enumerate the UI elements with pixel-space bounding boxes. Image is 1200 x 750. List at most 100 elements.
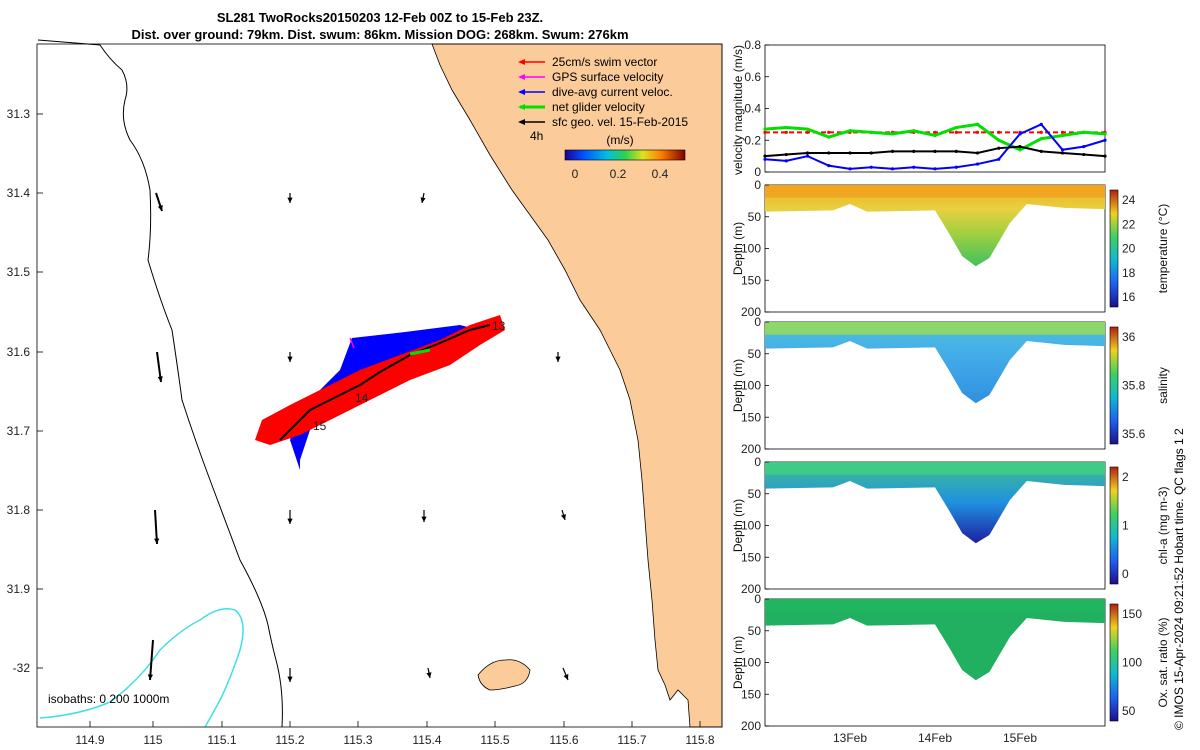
section-colorbar: [1109, 189, 1119, 308]
colorbar-tick-label: 22: [1122, 217, 1136, 231]
arrow-head: [421, 516, 427, 522]
section-colorbar: [1109, 326, 1119, 445]
colorbar-tick: 0.2: [610, 167, 627, 181]
section-panel-chla: 0 50 100 150 200 Depth (m) 0 1 2 chl-a (mg m-3): [731, 455, 1170, 596]
arrow-head: [147, 674, 154, 680]
depth-tick-label: 50: [748, 624, 762, 638]
section-panel-salinity: 0 50 100 150 200 Depth (m) 35.6 35.8 36 salinity: [731, 315, 1170, 456]
lat-tick-label: 31.6: [7, 345, 31, 359]
colorbar-label: salinity: [1156, 367, 1170, 404]
velocity-point: [763, 130, 767, 134]
velocity-point: [763, 154, 767, 158]
velocity-point: [975, 151, 980, 155]
map-vectors: [147, 192, 569, 682]
arrow-head: [157, 376, 163, 382]
velocity-point: [1082, 145, 1086, 149]
geo-current-arrow: [420, 192, 426, 204]
velocity-point: [890, 149, 895, 153]
velocity-point: [954, 130, 958, 134]
vel-tick-label: 0.4: [744, 102, 761, 116]
velocity-point: [997, 130, 1001, 134]
section-colorbar: [1109, 466, 1119, 585]
depth-tick-label: 200: [741, 582, 761, 596]
glider-track: 13 14 15: [255, 315, 506, 470]
colorbar-bar: [564, 149, 686, 161]
lat-tick-label: 31.7: [7, 424, 31, 438]
colorbar-tick-label: 36: [1122, 330, 1136, 344]
velocity-point: [784, 152, 788, 157]
depth-tick-label: 100: [741, 656, 761, 670]
section-data-region: [765, 599, 1105, 681]
lat-tick-label: 31.3: [7, 107, 31, 121]
lon-tick-label: 115.2: [275, 733, 304, 747]
depth-tick-label: 200: [741, 305, 761, 319]
colorbar-tick-label: 50: [1122, 704, 1136, 718]
velocity-point: [1039, 122, 1043, 126]
swim-vector-region: [255, 315, 505, 445]
depth-tick-label: 150: [741, 410, 761, 424]
depth-tick-label: 150: [741, 550, 761, 564]
depth-tick-label: 150: [741, 273, 761, 287]
surface-layer: [765, 185, 1105, 198]
velocity-point: [997, 146, 1001, 150]
chart-title-line-2: Dist. over ground: 79km. Dist. swum: 86k…: [131, 27, 629, 42]
surface-layer: [765, 599, 1105, 612]
velocity-point: [805, 130, 810, 134]
isobath-1000: [39, 608, 244, 728]
colorbar-tick-label: 24: [1122, 193, 1136, 207]
legend-arrowhead: [518, 104, 525, 110]
time-tick-label: 13Feb: [833, 731, 867, 745]
velocity-point: [1018, 132, 1022, 136]
track-line: [279, 324, 491, 441]
velocity-point: [1082, 130, 1086, 134]
colorbar-label: Ox. sat. ratio (%): [1156, 617, 1170, 707]
velocity-point: [784, 159, 788, 163]
legend-arrowhead: [518, 74, 525, 80]
colorbar-tick-label: 2: [1122, 470, 1129, 484]
section-panel-temperature: 0 50 100 150 200 Depth (m) 16 18 20 22 24 temperatu…: [731, 178, 1170, 319]
lon-tick-label: 115.7: [617, 733, 646, 747]
depth-tick-label: 0: [754, 592, 761, 606]
legend-label: net glider velocity: [552, 100, 645, 114]
depth-tick-label: 50: [748, 210, 762, 224]
colorbar-tick-label: 16: [1122, 290, 1136, 304]
arrow-head: [157, 205, 163, 211]
velocity-point: [827, 164, 831, 168]
arrow-head: [287, 356, 293, 362]
net-glider-segment: [409, 348, 431, 356]
day-label: 13: [492, 319, 506, 333]
speed-colorbar: (m/s) 0 0.2 0.4: [564, 133, 686, 181]
depth-tick-label: 150: [741, 687, 761, 701]
velocity-point: [763, 157, 767, 161]
isobaths-label: isobaths: 0 200 1000m: [48, 692, 169, 706]
velocity-point: [763, 127, 767, 131]
geo-current-arrow: [562, 667, 569, 681]
velocity-point: [912, 129, 916, 133]
velocity-point: [997, 138, 1001, 142]
depth-tick-label: 0: [754, 455, 761, 469]
velocity-point: [848, 151, 852, 155]
depth-tick-label: 50: [748, 347, 762, 361]
lat-tick-label: 31.5: [7, 265, 31, 279]
arrow-head: [287, 518, 293, 524]
velocity-point: [975, 162, 980, 166]
colorbar-title: (m/s): [606, 133, 633, 147]
velocity-point: [954, 165, 958, 169]
velocity-point: [827, 130, 831, 134]
lon-tick-label: 115.1: [207, 733, 236, 747]
velocity-point: [890, 132, 895, 136]
colorbar-tick-label: 20: [1122, 242, 1136, 256]
map-axes: 114.9 115 115.1 115.2 115.3 115.4 115.5 115.6 11…: [7, 107, 715, 747]
legend-arrowhead: [518, 89, 525, 95]
velocity-point: [1103, 154, 1107, 158]
geo-current-arrow: [287, 668, 293, 682]
vel-ylabel: velocity magnitude (m/s): [731, 45, 745, 175]
velocity-point: [1039, 149, 1043, 153]
copyright-text: © IMOS 15-Apr-2024 09:21:52 Hobart time.…: [1172, 428, 1186, 730]
lon-tick-label: 115.3: [343, 733, 372, 747]
velocity-point: [1082, 152, 1086, 157]
velocity-point: [1018, 148, 1022, 152]
lat-tick-label: 31.8: [7, 503, 31, 517]
